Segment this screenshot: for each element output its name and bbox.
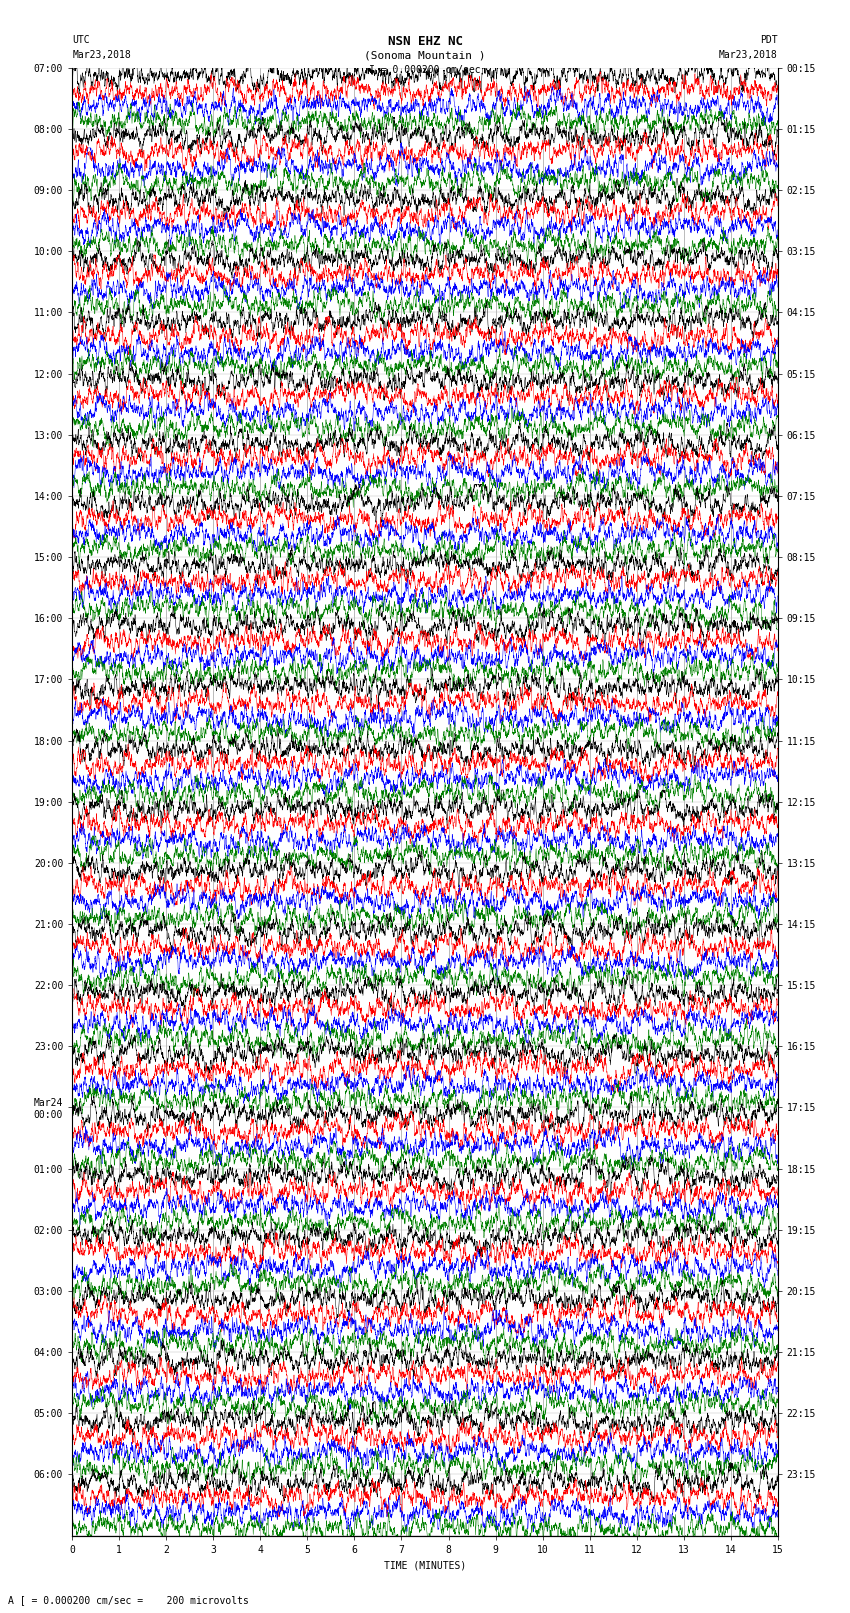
Text: (Sonoma Mountain ): (Sonoma Mountain )	[365, 50, 485, 60]
Text: Mar23,2018: Mar23,2018	[719, 50, 778, 60]
Text: A [ = 0.000200 cm/sec =    200 microvolts: A [ = 0.000200 cm/sec = 200 microvolts	[8, 1595, 249, 1605]
Text: Mar23,2018: Mar23,2018	[72, 50, 131, 60]
Text: NSN EHZ NC: NSN EHZ NC	[388, 35, 462, 48]
Text: I = 0.000200 cm/sec: I = 0.000200 cm/sec	[369, 65, 481, 74]
Text: UTC: UTC	[72, 35, 90, 45]
Text: PDT: PDT	[760, 35, 778, 45]
X-axis label: TIME (MINUTES): TIME (MINUTES)	[384, 1560, 466, 1569]
